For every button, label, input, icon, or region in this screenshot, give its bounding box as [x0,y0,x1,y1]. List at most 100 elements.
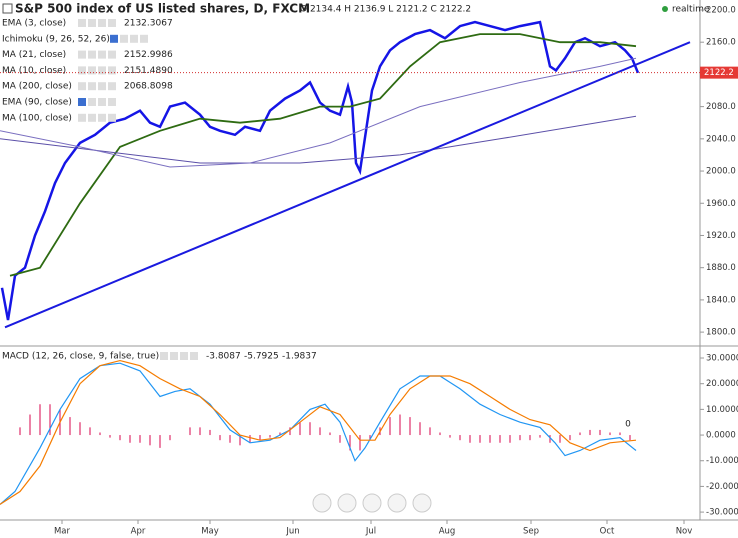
histogram-bar [599,429,601,436]
indicator-button[interactable] [108,82,116,91]
indicator-button[interactable] [88,66,96,75]
histogram-bar [399,414,401,436]
indicator-button[interactable] [140,34,148,43]
scroll-right[interactable] [412,493,432,513]
status-dot [662,6,668,12]
y-tick-label: 30.0000 [706,354,738,364]
y-tick-label: 2000.0 [706,167,736,177]
histogram-bar [549,435,551,443]
histogram-bar [589,429,591,436]
histogram-bar [329,432,331,436]
histogram-bar [129,435,131,443]
x-tick-label: Sep [523,527,539,537]
histogram-bar [169,435,171,441]
reset[interactable] [362,493,382,513]
scroll-left[interactable] [312,493,332,513]
y-tick-label: -10.0000 [706,456,738,466]
histogram-bar [369,435,371,441]
last-price-box [700,66,738,79]
y-tick-label: 1800.0 [706,328,736,338]
indicator-button[interactable] [88,82,96,91]
indicator-button[interactable] [88,19,96,27]
indicator-button[interactable] [78,66,86,75]
indicator-button[interactable] [98,50,106,59]
histogram-bar [479,435,481,443]
indicator-name: EMA (3, close) [2,19,66,29]
histogram-bar [539,435,541,438]
histogram-bar [429,427,431,436]
histogram-bar [489,435,491,443]
indicator-button[interactable] [78,82,86,91]
x-tick-label: Jun [285,527,299,537]
y-tick-label: 0.0000 [706,431,736,441]
indicator-button[interactable] [78,98,86,106]
collapse-icon[interactable] [2,3,13,14]
histogram-bar [79,422,81,436]
indicator-button[interactable] [98,98,106,106]
histogram-bar [99,432,101,436]
x-tick-label: Nov [676,527,693,537]
indicator-name: MA (10, close) [2,66,66,76]
histogram-bar [519,435,521,441]
indicator-button[interactable] [98,113,106,122]
indicator-button[interactable] [108,19,116,27]
zoom-in[interactable] [387,493,407,513]
indicator-button[interactable] [120,34,128,43]
y-tick-label: 20.0000 [706,379,738,389]
indicator-button[interactable] [88,113,96,122]
histogram-bar [259,435,261,441]
histogram-bar [269,435,271,438]
histogram-bar [319,427,321,436]
histogram-bar [559,435,561,443]
indicator-button[interactable] [170,352,178,360]
histogram-bar [499,435,501,443]
histogram-bar [459,435,461,441]
macd-reading: -3.8087 [206,352,241,362]
indicator-button[interactable] [180,352,188,360]
indicator-button[interactable] [78,19,86,27]
zoom-out[interactable] [337,493,357,513]
indicator-button[interactable] [108,66,116,75]
macd-reading: -5.7925 [244,352,279,362]
histogram-bar [199,427,201,436]
histogram-bar [349,435,351,451]
y-tick-label: 1880.0 [706,263,736,273]
indicator-button[interactable] [130,34,138,43]
indicator-button[interactable] [98,66,106,75]
status: realtime [672,5,710,15]
indicator-button[interactable] [98,19,106,27]
indicator-button[interactable] [108,98,116,106]
indicator-button[interactable] [88,98,96,106]
histogram-bar [69,417,71,436]
indicator-button[interactable] [98,82,106,91]
histogram-bar [249,435,251,443]
indicator-button[interactable] [78,50,86,59]
histogram-bar [239,435,241,446]
y-tick-label: 1920.0 [706,231,736,241]
y-tick-label: 2040.0 [706,134,736,144]
indicator-button[interactable] [110,34,118,43]
indicator-button[interactable] [108,113,116,122]
histogram-bar [469,435,471,443]
histogram-bar [19,427,21,436]
indicator-name: MA (21, close) [2,50,66,60]
histogram-bar [149,435,151,446]
histogram-bar [49,404,51,436]
x-tick-label: Apr [131,527,146,537]
indicator-button[interactable] [108,50,116,59]
histogram-bar [299,422,301,436]
indicator-value: 2151.4890 [124,66,173,76]
histogram-bar [339,435,341,443]
x-tick-label: Aug [439,527,456,537]
indicator-button[interactable] [160,352,168,360]
y-tick-label: 2160.0 [706,38,736,48]
histogram-bar [189,427,191,436]
indicator-button[interactable] [78,113,86,122]
indicator-button[interactable] [88,50,96,59]
x-tick-label: Mar [54,527,71,537]
histogram-bar [309,422,311,436]
x-tick-label: Oct [600,527,615,537]
histogram-bar [419,422,421,436]
indicator-name: EMA (90, close) [2,98,72,108]
indicator-button[interactable] [190,352,198,360]
